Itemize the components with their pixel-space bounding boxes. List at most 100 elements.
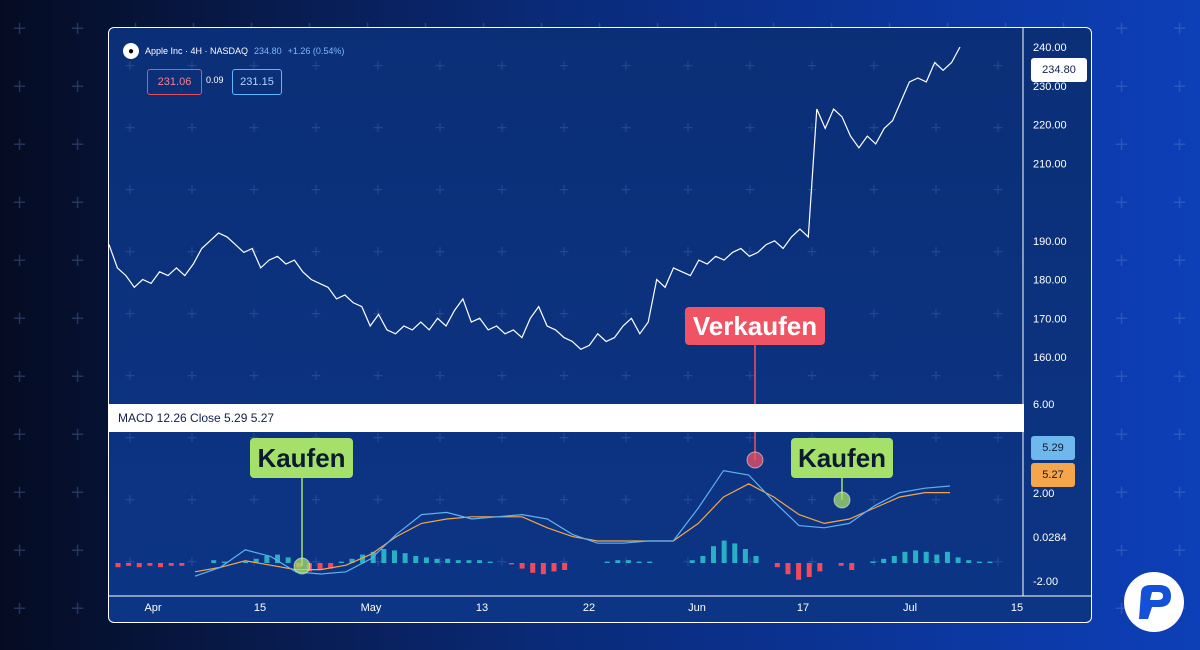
histogram-bar bbox=[158, 563, 164, 568]
histogram-bar bbox=[817, 563, 823, 572]
background-plus: + bbox=[12, 424, 28, 445]
grid-plus: + bbox=[310, 306, 322, 322]
grid-plus: + bbox=[310, 120, 322, 136]
grid-plus: + bbox=[558, 244, 570, 260]
histogram-bar bbox=[753, 556, 759, 563]
histogram-bar bbox=[349, 558, 355, 563]
histogram-bar bbox=[647, 561, 653, 563]
grid-plus: + bbox=[868, 306, 880, 322]
grid-plus: + bbox=[186, 244, 198, 260]
grid-plus: + bbox=[992, 58, 1004, 74]
grid-plus: + bbox=[186, 368, 198, 384]
buy-marker-1 bbox=[293, 557, 311, 575]
grid-plus: + bbox=[434, 306, 446, 322]
price-panel bbox=[108, 46, 961, 351]
price-tick-label: 210.00 bbox=[1033, 158, 1067, 170]
grid-plus: + bbox=[124, 120, 136, 136]
grid-plus: + bbox=[682, 430, 694, 446]
grid-plus: + bbox=[372, 368, 384, 384]
grid-plus: + bbox=[744, 492, 756, 508]
grid-plus: + bbox=[868, 120, 880, 136]
current-price-badge: 234.80 bbox=[1031, 58, 1087, 82]
grid-plus: + bbox=[620, 244, 632, 260]
histogram-bar bbox=[253, 558, 259, 563]
grid-plus: + bbox=[248, 306, 260, 322]
histogram-bar bbox=[923, 551, 929, 563]
histogram-bar bbox=[360, 554, 366, 563]
macd-tick-label: 0.0284 bbox=[1033, 532, 1067, 544]
buy-signal-label-1: Kaufen bbox=[250, 438, 353, 478]
grid-plus: + bbox=[434, 554, 446, 570]
grid-plus: + bbox=[186, 554, 198, 570]
macd-label-text: MACD 12.26 Close 5.29 5.27 bbox=[118, 411, 275, 425]
histogram-bar bbox=[221, 561, 227, 563]
grid-plus: + bbox=[930, 306, 942, 322]
grid-plus: + bbox=[124, 306, 136, 322]
grid-plus: + bbox=[496, 58, 508, 74]
x-tick-label: Apr bbox=[144, 602, 161, 614]
grid-plus: + bbox=[558, 306, 570, 322]
grid-plus: + bbox=[434, 182, 446, 198]
grid-plus: + bbox=[744, 430, 756, 446]
grid-plus: + bbox=[620, 492, 632, 508]
price-tick-label: 190.00 bbox=[1033, 236, 1067, 248]
grid-plus: + bbox=[930, 120, 942, 136]
grid-plus: + bbox=[124, 368, 136, 384]
grid-plus: + bbox=[930, 430, 942, 446]
histogram-bar bbox=[413, 556, 419, 563]
grid-plus: + bbox=[682, 182, 694, 198]
background-plus: + bbox=[1172, 540, 1188, 561]
grid-plus: + bbox=[620, 430, 632, 446]
grid-plus: + bbox=[372, 306, 384, 322]
background-plus: + bbox=[1114, 18, 1130, 39]
grid-plus: + bbox=[682, 120, 694, 136]
macd-tick-label: -2.00 bbox=[1033, 576, 1058, 588]
background-plus: + bbox=[12, 308, 28, 329]
symbol-label: Apple Inc · 4H · NASDAQ bbox=[145, 46, 249, 56]
grid-plus: + bbox=[992, 368, 1004, 384]
grid-plus: + bbox=[186, 58, 198, 74]
background-plus: + bbox=[1114, 424, 1130, 445]
grid-plus: + bbox=[372, 182, 384, 198]
background-plus: + bbox=[1114, 540, 1130, 561]
grid-plus: + bbox=[186, 306, 198, 322]
histogram-bar bbox=[466, 560, 472, 563]
sell-quote-button[interactable]: 231.06 bbox=[147, 69, 202, 95]
grid-plus: + bbox=[124, 182, 136, 198]
grid-plus: + bbox=[186, 430, 198, 446]
histogram-bar bbox=[615, 560, 621, 563]
grid-plus: + bbox=[496, 368, 508, 384]
price-change: +1.26 (0.54%) bbox=[287, 46, 345, 56]
grid-plus: + bbox=[620, 368, 632, 384]
apple-logo-icon: ● bbox=[123, 43, 139, 59]
histogram-bar bbox=[711, 546, 717, 563]
last-price: 234.80 bbox=[254, 46, 282, 56]
grid-plus: + bbox=[496, 430, 508, 446]
signal-value-badge: 5.27 bbox=[1031, 463, 1075, 487]
grid-plus: + bbox=[248, 182, 260, 198]
histogram-bar bbox=[689, 560, 695, 563]
grid-plus: + bbox=[744, 368, 756, 384]
grid-plus: + bbox=[558, 368, 570, 384]
grid-plus: + bbox=[930, 244, 942, 260]
sell-marker bbox=[746, 451, 764, 469]
histogram-bar bbox=[944, 551, 950, 563]
histogram-bar bbox=[551, 563, 557, 572]
grid-plus: + bbox=[744, 182, 756, 198]
histogram-bar bbox=[732, 543, 738, 563]
histogram-bar bbox=[126, 563, 132, 566]
grid-plus: + bbox=[124, 430, 136, 446]
grid-plus: + bbox=[620, 120, 632, 136]
chart-frame bbox=[108, 27, 1092, 623]
grid-plus: + bbox=[868, 58, 880, 74]
grid-plus: + bbox=[930, 182, 942, 198]
grid-plus: + bbox=[682, 554, 694, 570]
histogram-bar bbox=[881, 558, 887, 563]
histogram-bar bbox=[987, 561, 993, 563]
buy-quote-button[interactable]: 231.15 bbox=[232, 69, 282, 95]
grid-plus: + bbox=[496, 492, 508, 508]
histogram-bar bbox=[838, 563, 844, 566]
grid-plus: + bbox=[434, 492, 446, 508]
grid-plus: + bbox=[558, 430, 570, 446]
